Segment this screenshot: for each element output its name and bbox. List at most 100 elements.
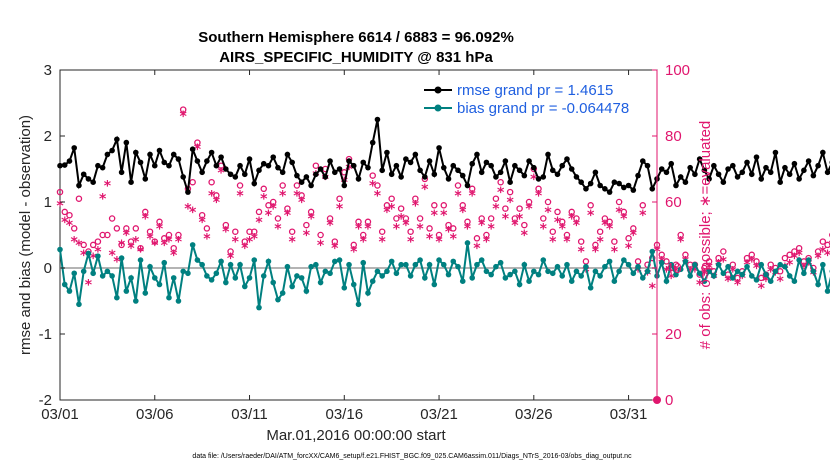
rmse-point bbox=[298, 179, 305, 185]
obs-evaluated-point: * bbox=[677, 235, 685, 251]
obs-possible-point bbox=[331, 238, 339, 245]
rmse-point bbox=[696, 156, 703, 162]
rmse-point bbox=[630, 187, 637, 193]
obs-evaluated-point: * bbox=[246, 235, 254, 251]
chart-title: Southern Hemisphere 6614 / 6883 = 96.092… bbox=[198, 29, 514, 46]
bias-point bbox=[388, 258, 395, 265]
rmse-point bbox=[621, 184, 627, 191]
obs-evaluated-point: * bbox=[767, 264, 775, 280]
obs-possible-point bbox=[431, 202, 438, 209]
bias-point bbox=[630, 270, 637, 277]
obs-evaluated-point: * bbox=[213, 195, 221, 211]
rmse-point bbox=[763, 164, 769, 171]
obs-evaluated-point: * bbox=[554, 215, 562, 231]
obs-possible-point bbox=[549, 228, 557, 235]
rmse-point bbox=[720, 179, 727, 185]
obs-evaluated-point: * bbox=[208, 188, 216, 204]
obs-evaluated-point: * bbox=[132, 235, 140, 251]
obs-evaluated-point: * bbox=[274, 221, 282, 237]
bias-point bbox=[488, 271, 494, 278]
obs-possible-point bbox=[61, 208, 68, 216]
bias-point bbox=[720, 270, 727, 277]
obs-evaluated-point: * bbox=[232, 235, 240, 251]
obs-possible-point bbox=[606, 218, 613, 226]
rmse-point bbox=[412, 151, 419, 158]
bias-point bbox=[507, 271, 513, 278]
obs-possible-point bbox=[521, 221, 528, 229]
bias-point bbox=[715, 261, 722, 268]
obs-possible-point bbox=[516, 205, 523, 212]
bias-point bbox=[531, 268, 537, 275]
obs-possible-point bbox=[260, 185, 267, 193]
bias-point bbox=[123, 288, 130, 294]
bias-point bbox=[270, 279, 277, 286]
obs-evaluated-point: * bbox=[104, 179, 112, 195]
obs-possible-point bbox=[426, 225, 433, 232]
rmse-point bbox=[815, 162, 821, 169]
rmse-point bbox=[673, 182, 679, 189]
obs-evaluated-point: * bbox=[620, 212, 628, 228]
rmse-point bbox=[805, 158, 812, 164]
obs-possible-point bbox=[682, 251, 689, 259]
obs-evaluated-point: * bbox=[506, 195, 514, 211]
bias-point bbox=[459, 278, 466, 285]
bias-point bbox=[341, 285, 348, 291]
rmse-point bbox=[711, 162, 717, 169]
obs-possible-point bbox=[350, 241, 358, 249]
obs-evaluated-point: * bbox=[729, 264, 737, 280]
obs-possible-point bbox=[464, 218, 471, 226]
rmse-point bbox=[360, 159, 367, 166]
obs-evaluated-point: * bbox=[687, 264, 695, 280]
x-tick-label: 03/11 bbox=[231, 406, 267, 423]
rmse-point bbox=[237, 162, 243, 169]
rmse-point bbox=[251, 180, 258, 187]
bias-point bbox=[308, 263, 314, 270]
obs-evaluated-point: * bbox=[530, 172, 538, 188]
obs-possible-point bbox=[288, 228, 296, 235]
rmse-point bbox=[488, 162, 494, 169]
obs-possible-point bbox=[540, 215, 547, 222]
rmse-point bbox=[701, 167, 708, 174]
rmse-point bbox=[118, 169, 125, 176]
obs-evaluated-point: * bbox=[170, 248, 178, 264]
rmse-point bbox=[90, 179, 96, 185]
bias-point bbox=[587, 285, 594, 291]
obs-possible-point bbox=[767, 261, 774, 268]
obs-evaluated-point: * bbox=[416, 221, 424, 237]
bias-point bbox=[369, 278, 376, 285]
obs-possible-point bbox=[601, 215, 609, 222]
legend-rmse-label: rmse grand pr = 1.4615 bbox=[457, 82, 613, 99]
rmse-point bbox=[431, 171, 438, 178]
obs-possible-point bbox=[615, 198, 623, 206]
bias-point bbox=[260, 273, 267, 279]
rmse-point bbox=[85, 176, 92, 182]
rmse-point bbox=[422, 174, 428, 180]
obs-evaluated-point: * bbox=[118, 238, 126, 254]
bias-point bbox=[393, 270, 400, 277]
rmse-point bbox=[393, 162, 400, 169]
obs-possible-point bbox=[151, 238, 159, 245]
bias-point bbox=[57, 246, 63, 253]
obs-evaluated-point: * bbox=[772, 268, 780, 284]
rmse-point bbox=[526, 158, 532, 164]
rmse-point bbox=[71, 145, 78, 151]
bias-point bbox=[251, 257, 258, 263]
bias-point bbox=[95, 253, 101, 259]
bias-point bbox=[805, 257, 812, 263]
bias-point bbox=[350, 281, 357, 288]
obs-possible-point bbox=[795, 244, 803, 252]
bias-point bbox=[275, 296, 281, 303]
bias-point bbox=[294, 273, 300, 279]
bias-point bbox=[289, 283, 295, 290]
obs-evaluated-point: * bbox=[568, 212, 576, 228]
obs-evaluated-point: * bbox=[255, 215, 263, 231]
bias-point bbox=[384, 268, 390, 275]
obs-evaluated-point: * bbox=[75, 238, 83, 254]
bias-point bbox=[80, 268, 87, 275]
obs-possible-point bbox=[492, 195, 500, 202]
bias-point bbox=[436, 257, 442, 263]
rmse-point bbox=[185, 189, 191, 195]
obs-evaluated-point: * bbox=[175, 235, 183, 251]
obs-evaluated-point: * bbox=[540, 221, 548, 237]
obs-evaluated-point: * bbox=[236, 188, 244, 204]
